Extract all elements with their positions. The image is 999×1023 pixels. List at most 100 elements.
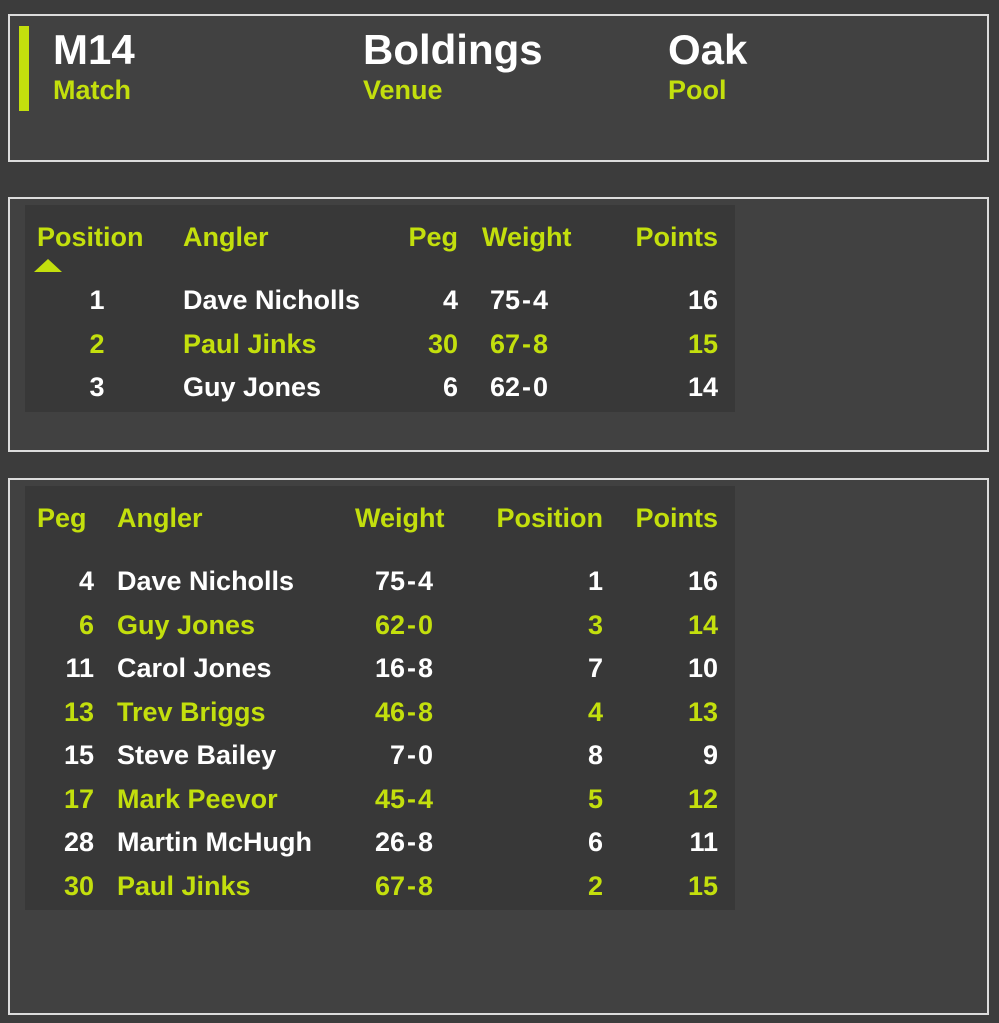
table-row: 4 Dave Nicholls 75-4 1 16 (37, 560, 718, 604)
column-header-points[interactable]: Points (635, 503, 718, 533)
weight-ounces: 8 (418, 653, 434, 683)
weight-pounds: 62 (489, 372, 520, 402)
table-row: 13 Trev Briggs 46-8 4 13 (37, 691, 718, 735)
venue-label: Venue (363, 75, 443, 105)
match-value: M14 (53, 26, 135, 73)
column-header-angler[interactable]: Angler (183, 222, 269, 252)
match-info-item: M14 Match (53, 26, 135, 106)
weight-pounds: 67 (489, 328, 520, 359)
cell-peg: 30 (427, 328, 458, 359)
venue-info-item: Boldings Venue (363, 26, 543, 106)
cell-weight: 75-4 (355, 560, 460, 604)
pool-label: Pool (668, 75, 727, 105)
weight-separator: - (407, 566, 416, 596)
weight-pounds: 7 (389, 740, 405, 770)
weight-ounces: 4 (418, 566, 434, 596)
weight-ounces: 0 (418, 740, 434, 770)
cell-position: 4 (587, 696, 603, 727)
peg-table-rows: 4 Dave Nicholls 75-4 1 16 6 Guy Jones 62… (37, 560, 718, 908)
weight-pounds: 75 (374, 566, 405, 596)
cell-peg: 6 (78, 609, 94, 640)
cell-weight: 62-0 (355, 604, 460, 648)
cell-points: 14 (687, 609, 718, 640)
cell-peg: 15 (63, 740, 94, 770)
cell-points: 15 (687, 870, 718, 901)
sort-indicator-row (34, 257, 718, 279)
weight-separator: - (407, 653, 416, 683)
weight-pounds: 16 (374, 653, 405, 683)
column-header-position[interactable]: Position (37, 222, 144, 252)
match-label: Match (53, 75, 132, 105)
cell-peg: 11 (65, 653, 94, 683)
weight-separator: - (407, 827, 416, 857)
cell-weight: 26-8 (355, 821, 460, 865)
sort-ascending-icon[interactable] (34, 259, 62, 272)
weight-ounces: 8 (418, 696, 434, 727)
weight-pounds: 45 (374, 783, 405, 814)
weight-separator: - (407, 783, 416, 814)
cell-position: 3 (89, 372, 105, 402)
cell-position: 8 (587, 740, 603, 770)
peg-table: Peg Angler Weight Position Points 4 Dave… (25, 486, 735, 910)
accent-bar (19, 26, 29, 111)
peg-table-header-row: Peg Angler Weight Position Points (37, 498, 718, 538)
cell-peg: 4 (78, 566, 94, 596)
weight-separator: - (407, 609, 416, 640)
cell-weight: 16-8 (355, 647, 460, 691)
cell-weight: 67-8 (458, 323, 618, 367)
column-header-weight[interactable]: Weight (355, 503, 445, 533)
table-row: 17 Mark Peevor 45-4 5 12 (37, 778, 718, 822)
column-header-points[interactable]: Points (635, 222, 718, 252)
cell-position: 5 (587, 783, 603, 814)
results-table-rows: 1 Dave Nicholls 4 75-4 16 2 Paul Jinks 3… (37, 279, 718, 410)
cell-position: 6 (587, 827, 603, 857)
cell-points: 11 (689, 827, 718, 857)
column-header-peg[interactable]: Peg (37, 503, 87, 533)
weight-ounces: 4 (418, 783, 434, 814)
pool-value: Oak (668, 26, 748, 73)
cell-points: 9 (702, 740, 718, 770)
results-by-position-panel: Position Angler Peg Weight Points 1 Dave… (8, 197, 989, 452)
cell-angler: Steve Bailey (117, 740, 277, 770)
cell-weight: 62-0 (458, 366, 618, 410)
cell-peg: 6 (442, 372, 458, 402)
cell-weight: 45-4 (355, 778, 460, 822)
results-table: Position Angler Peg Weight Points 1 Dave… (25, 205, 735, 412)
column-header-angler[interactable]: Angler (117, 503, 203, 533)
cell-angler: Martin McHugh (117, 827, 312, 857)
cell-angler: Trev Briggs (117, 696, 266, 727)
weight-ounces: 0 (533, 372, 549, 402)
results-by-peg-panel: Peg Angler Weight Position Points 4 Dave… (8, 478, 989, 1015)
weight-pounds: 46 (374, 696, 405, 727)
cell-points: 16 (687, 285, 718, 315)
cell-position: 1 (89, 285, 105, 315)
weight-separator: - (522, 328, 531, 359)
cell-peg: 17 (63, 783, 94, 814)
table-row: 15 Steve Bailey 7-0 8 9 (37, 734, 718, 778)
cell-peg: 28 (63, 827, 94, 857)
cell-points: 14 (687, 372, 718, 402)
cell-position: 2 (587, 870, 603, 901)
weight-separator: - (522, 285, 531, 315)
weight-ounces: 8 (533, 328, 549, 359)
cell-peg: 4 (442, 285, 458, 315)
cell-weight: 75-4 (458, 279, 618, 323)
weight-separator: - (407, 870, 416, 901)
column-header-peg[interactable]: Peg (408, 222, 458, 252)
column-header-weight[interactable]: Weight (482, 222, 572, 252)
weight-pounds: 75 (489, 285, 520, 315)
weight-separator: - (407, 740, 416, 770)
cell-angler: Paul Jinks (183, 328, 317, 359)
cell-angler: Paul Jinks (117, 870, 251, 901)
weight-pounds: 67 (374, 870, 405, 901)
weight-separator: - (407, 696, 416, 727)
column-header-position[interactable]: Position (496, 503, 604, 533)
cell-weight: 67-8 (355, 865, 460, 909)
table-row: 30 Paul Jinks 67-8 2 15 (37, 865, 718, 909)
weight-ounces: 8 (418, 870, 434, 901)
cell-position: 2 (89, 328, 105, 359)
weight-pounds: 26 (374, 827, 405, 857)
table-row: 28 Martin McHugh 26-8 6 11 (37, 821, 718, 865)
venue-value: Boldings (363, 26, 543, 73)
weight-ounces: 4 (533, 285, 549, 315)
